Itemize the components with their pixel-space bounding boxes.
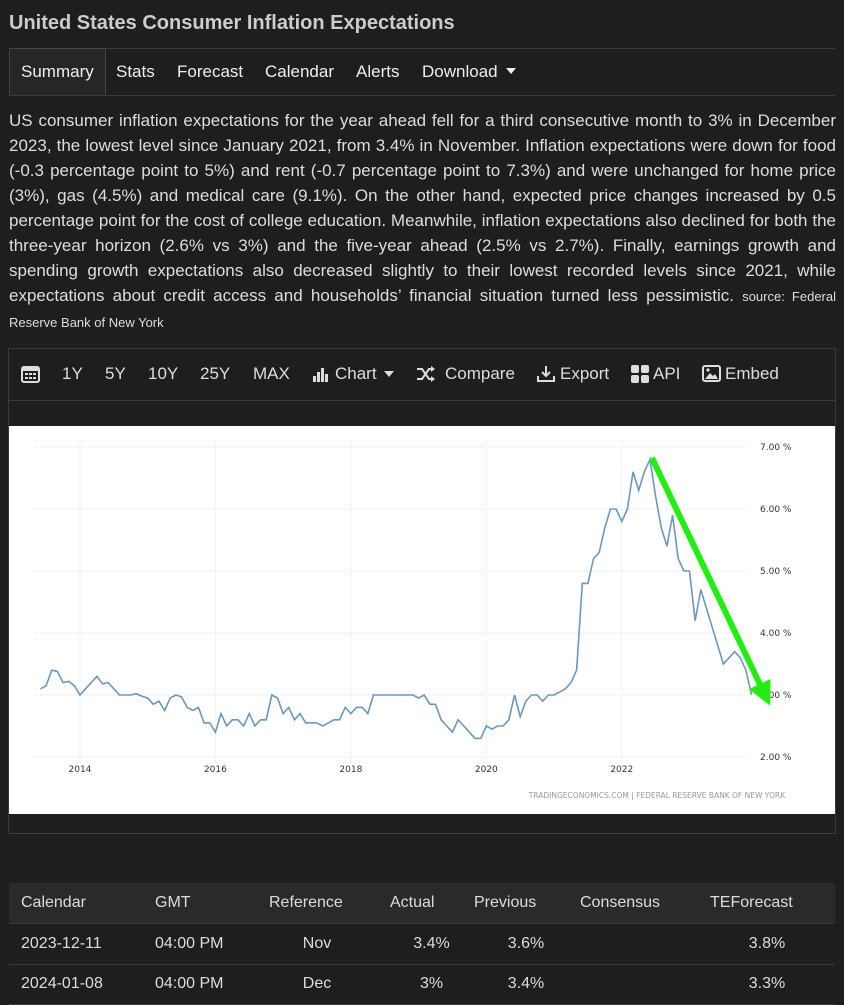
api-button[interactable]: API — [653, 364, 681, 383]
table-header: Calendar GMT Reference Actual Previous C… — [9, 883, 835, 924]
y-tick-label: 2.00 % — [760, 753, 792, 763]
table-row: 2024-01-08 04:00 PM Dec 3% 3.4% 3.3% — [9, 964, 835, 1005]
range-button[interactable]: 5Y — [105, 364, 126, 383]
calendar-icon[interactable] — [21, 365, 40, 383]
x-tick-label: 2020 — [475, 765, 498, 775]
caret — [384, 371, 394, 377]
table-cell: 3.3% — [748, 975, 786, 992]
source: source: Federal Reserve Bank of New York — [9, 289, 836, 330]
table-cell: 3.4% — [413, 935, 450, 952]
x-tick-label: 2022 — [610, 765, 633, 775]
table-cell: Dec — [302, 975, 332, 992]
description-text: US consumer inflation expectations for t… — [9, 111, 836, 305]
toolbar: 1Y 5Y 10Y 25Y MAX Chart Compare Export A… — [9, 348, 835, 401]
range-button[interactable]: 1Y — [62, 364, 83, 383]
data-line — [40, 456, 753, 740]
annotation-arrow — [649, 456, 771, 706]
table-cell: 3.4% — [507, 975, 545, 992]
table-cell: 3.6% — [507, 935, 545, 952]
compare-icon — [417, 366, 435, 382]
x-tick-label: 2018 — [339, 765, 362, 775]
api-icon — [631, 365, 649, 383]
range-button[interactable]: 10Y — [148, 364, 179, 383]
column-header: GMT — [155, 894, 191, 911]
table-cell: 3% — [419, 975, 444, 992]
watermark: TRADINGECONOMICS.COM | FEDERAL RESERVE B… — [528, 791, 786, 800]
nav-bar: Summary Stats Forecast Calendar Alerts D… — [9, 48, 835, 96]
nav-tab[interactable]: Stats — [116, 62, 155, 81]
chart-panel — [8, 348, 836, 834]
table-cell: 04:00 PM — [155, 975, 224, 992]
nav-tab[interactable]: Forecast — [177, 62, 244, 81]
embed-button[interactable]: Embed — [725, 364, 779, 383]
nav-tab[interactable]: Download — [422, 62, 498, 81]
x-tick-label: 2014 — [69, 765, 92, 775]
nav-tab[interactable]: Calendar — [265, 62, 334, 81]
page-title: United States Consumer Inflation Expecta… — [9, 12, 455, 34]
export-icon — [537, 366, 555, 382]
table-cell: 2024-01-08 — [21, 975, 103, 992]
nav-tab[interactable]: Summary — [9, 48, 106, 95]
column-header: Previous — [474, 894, 537, 911]
table-row: 2023-12-11 04:00 PM Nov 3.4% 3.6% 3.8% — [9, 924, 835, 965]
y-tick-label: 4.00 % — [760, 629, 792, 639]
table-cell: 04:00 PM — [155, 935, 224, 952]
chart-icon — [313, 368, 328, 382]
description: US consumer inflation expectations for t… — [9, 108, 836, 335]
caret — [506, 68, 516, 74]
chart-type-button[interactable]: Chart — [335, 364, 377, 383]
column-header: Reference — [269, 894, 343, 911]
column-header: TEForecast — [710, 894, 793, 911]
y-tick-label: 5.00 % — [760, 567, 792, 577]
column-header: Consensus — [580, 894, 661, 911]
export-button[interactable]: Export — [560, 364, 610, 383]
embed-icon — [702, 365, 721, 382]
x-tick-label: 2016 — [204, 765, 227, 775]
chart: 2.00 % 3.00 % 4.00 % 5.00 % 6.00 % 7.00 % 2014… — [9, 426, 835, 814]
nav-tab[interactable]: Alerts — [356, 62, 400, 81]
range-button[interactable]: 25Y — [200, 364, 231, 383]
range-button[interactable]: MAX — [253, 364, 290, 383]
y-tick-label: 3.00 % — [760, 691, 792, 701]
y-tick-label: 6.00 % — [760, 505, 792, 515]
column-header: Calendar — [21, 894, 86, 911]
column-header: Actual — [390, 894, 435, 911]
y-tick-label: 7.00 % — [760, 443, 792, 453]
table-cell: Nov — [302, 935, 332, 952]
table-cell: 2023-12-11 — [21, 935, 102, 952]
compare-button[interactable]: Compare — [445, 364, 515, 383]
table-cell: 3.8% — [748, 935, 786, 952]
